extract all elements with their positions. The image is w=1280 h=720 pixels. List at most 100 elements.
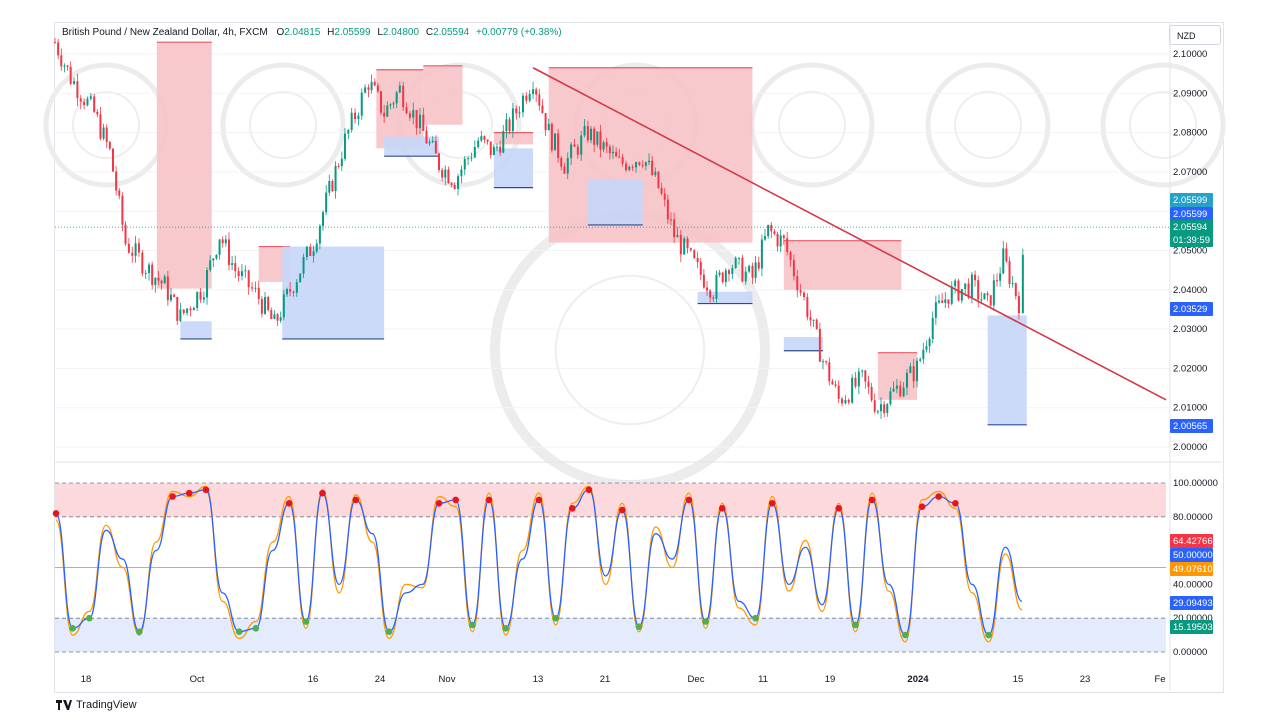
candle-body bbox=[934, 302, 937, 318]
demand-zone bbox=[783, 336, 824, 351]
candle-body bbox=[727, 270, 730, 274]
candle-body bbox=[441, 170, 444, 178]
demand-zone bbox=[282, 246, 385, 339]
price-badge: 01:39:59 bbox=[1170, 233, 1213, 247]
price-tick-label: 2.03000 bbox=[1173, 324, 1207, 335]
candle-body bbox=[847, 399, 850, 403]
price-badge-box bbox=[1170, 562, 1213, 576]
candle-body bbox=[931, 317, 934, 339]
oversold-dot bbox=[469, 621, 476, 629]
candle-body bbox=[496, 146, 498, 148]
price-tick-label: 2.10000 bbox=[1173, 49, 1207, 60]
candle-body bbox=[892, 388, 895, 392]
symbol-title: British Pound / New Zealand Dollar, 4h, … bbox=[62, 27, 268, 38]
open-value: 2.04815 bbox=[284, 27, 321, 38]
chart-frame bbox=[54, 22, 1224, 693]
candle-body bbox=[947, 299, 950, 304]
candle-body bbox=[792, 260, 795, 277]
candle-body bbox=[422, 114, 425, 131]
candle-body bbox=[663, 193, 666, 200]
candle-body bbox=[54, 42, 56, 44]
candle-body bbox=[583, 126, 586, 136]
candle-body bbox=[486, 139, 489, 142]
candle-body bbox=[709, 290, 712, 298]
candle-body bbox=[270, 309, 273, 320]
candle-body bbox=[383, 112, 386, 117]
candle-body bbox=[73, 81, 76, 84]
candle-body bbox=[186, 308, 189, 313]
candle-body bbox=[447, 169, 450, 184]
demand-zone bbox=[987, 315, 1027, 425]
candle-body bbox=[347, 130, 350, 134]
stoch-tick-label: 20.00000 bbox=[1173, 613, 1213, 624]
candle-body bbox=[902, 387, 905, 397]
candle-body bbox=[905, 372, 908, 388]
price-badge: 15.19503 bbox=[1170, 620, 1213, 634]
candle-body bbox=[57, 42, 60, 56]
candle-body bbox=[337, 165, 340, 167]
oversold-dot bbox=[252, 625, 260, 632]
candle-body bbox=[812, 319, 815, 321]
stochastic-panel: 100.00000 80.00000 40.00000 20.00000 0.00000 bbox=[52, 478, 1218, 658]
price-badge-box bbox=[1170, 419, 1213, 433]
price-badge: 2.05594 bbox=[1170, 220, 1213, 234]
candle-body bbox=[289, 289, 292, 292]
oversold-dot bbox=[985, 631, 992, 639]
watermark-inner-circle bbox=[954, 91, 1022, 159]
candle-body bbox=[870, 386, 873, 401]
candle-body bbox=[477, 140, 480, 148]
candle-body bbox=[528, 93, 531, 101]
price-badge-box bbox=[1170, 596, 1213, 610]
candle-body bbox=[605, 142, 608, 147]
candle-body bbox=[151, 264, 154, 285]
oversold-dot bbox=[502, 625, 509, 632]
candle-body bbox=[941, 300, 944, 303]
candle-body bbox=[370, 81, 373, 90]
candle-body bbox=[560, 157, 563, 167]
price-badge-box bbox=[1170, 302, 1213, 316]
candle-body bbox=[395, 92, 398, 104]
candle-body bbox=[751, 265, 754, 278]
currency-button[interactable]: NZD bbox=[1169, 25, 1221, 45]
candle-body bbox=[340, 158, 343, 167]
price-badge-label: 2.05599 bbox=[1173, 209, 1207, 220]
overbought-dot bbox=[52, 510, 60, 517]
watermark-circle bbox=[220, 62, 346, 188]
candle-body bbox=[857, 371, 860, 387]
candle-body bbox=[405, 107, 408, 114]
overbought-dot bbox=[169, 493, 176, 500]
watermark-inner-circle bbox=[1129, 91, 1197, 159]
candle-body bbox=[318, 225, 321, 244]
tradingview-brand[interactable]: TradingView bbox=[56, 699, 137, 711]
candle-body bbox=[547, 123, 550, 131]
candle-body bbox=[309, 246, 312, 256]
price-badge-box bbox=[1170, 534, 1213, 548]
candle-body bbox=[641, 164, 644, 166]
price-tick-label: 2.01000 bbox=[1173, 403, 1207, 414]
candle-body bbox=[760, 239, 763, 269]
oversold-dot bbox=[635, 623, 643, 630]
candle-body bbox=[118, 190, 121, 196]
candle-body bbox=[570, 144, 573, 159]
candle-body bbox=[573, 144, 576, 147]
time-tick-label: Oct bbox=[190, 674, 205, 685]
candle-body bbox=[744, 271, 747, 282]
candle-body bbox=[864, 370, 867, 382]
candle-body bbox=[192, 307, 195, 311]
candle-body bbox=[799, 290, 802, 293]
candle-body bbox=[511, 108, 514, 132]
candle-body bbox=[557, 133, 560, 158]
candle-body bbox=[218, 239, 221, 255]
candle-body bbox=[767, 224, 770, 237]
candle-body bbox=[983, 293, 986, 300]
candle-body bbox=[586, 126, 589, 141]
candle-body bbox=[689, 248, 692, 251]
candle-body bbox=[76, 81, 79, 99]
candle-body bbox=[473, 147, 476, 158]
candle-body bbox=[267, 297, 270, 310]
price-badge-label: 29.09493 bbox=[1173, 598, 1213, 609]
candle-body bbox=[160, 280, 163, 284]
candle-body bbox=[189, 308, 192, 311]
candle-body bbox=[518, 112, 521, 114]
